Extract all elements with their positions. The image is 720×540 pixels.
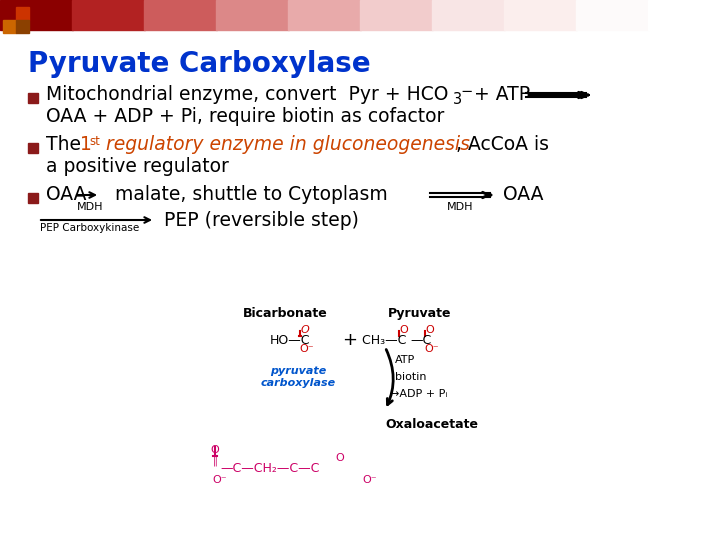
Bar (16, 7, 29, 20)
Bar (288, 0, 361, 30)
Text: MDH: MDH (77, 202, 103, 212)
Text: a positive regulator: a positive regulator (46, 157, 229, 176)
Text: O⁻: O⁻ (300, 344, 315, 354)
Bar (28, 143, 38, 153)
Text: OAA + ADP + Pi, require biotin as cofactor: OAA + ADP + Pi, require biotin as cofact… (46, 107, 444, 126)
Text: MDH: MDH (446, 202, 473, 212)
Bar (28, 193, 38, 203)
Text: 1: 1 (80, 135, 92, 154)
Text: O: O (211, 445, 220, 455)
Text: PEP Carboxykinase: PEP Carboxykinase (40, 223, 140, 233)
Text: O: O (336, 453, 344, 463)
Bar (16, 20, 29, 33)
Text: Pyruvate: Pyruvate (388, 307, 451, 320)
Text: O: O (400, 325, 408, 335)
Text: O⁻: O⁻ (212, 475, 228, 485)
Bar (144, 0, 217, 30)
Text: O: O (426, 325, 434, 335)
Text: O⁻: O⁻ (425, 344, 439, 354)
Bar (0, 0, 73, 30)
Text: malate, shuttle to Cytoplasm: malate, shuttle to Cytoplasm (103, 185, 388, 204)
Bar (216, 0, 289, 30)
Text: Pyruvate Carboxylase: Pyruvate Carboxylase (28, 50, 371, 78)
Text: ‖: ‖ (212, 456, 217, 466)
Bar (28, 93, 38, 103)
Text: Mitochondrial enzyme, convert  Pyr + HCO: Mitochondrial enzyme, convert Pyr + HCO (46, 85, 449, 104)
Text: O: O (301, 325, 310, 335)
Text: OAA: OAA (46, 185, 86, 204)
Text: + ATP: + ATP (468, 85, 530, 104)
Text: biotin: biotin (395, 372, 426, 382)
Bar (576, 0, 649, 30)
Text: Oxaloacetate: Oxaloacetate (385, 418, 478, 431)
Text: , AcCoA is: , AcCoA is (456, 135, 549, 154)
Text: O⁻: O⁻ (363, 475, 377, 485)
Bar (72, 0, 145, 30)
Text: —C—CH₂—C—C: —C—CH₂—C—C (220, 462, 320, 475)
Text: +: + (343, 331, 358, 349)
Text: −: − (460, 84, 472, 99)
Text: pyruvate
carboxylase: pyruvate carboxylase (261, 366, 336, 388)
Bar (504, 0, 577, 30)
Text: →ADP + Pᵢ: →ADP + Pᵢ (390, 389, 447, 399)
Text: regulatory enzyme in gluconeogenesis: regulatory enzyme in gluconeogenesis (100, 135, 470, 154)
Text: st: st (89, 135, 100, 148)
Text: OAA: OAA (497, 185, 544, 204)
Text: —C: —C (410, 334, 431, 347)
Text: 3: 3 (453, 92, 462, 107)
Text: Bicarbonate: Bicarbonate (243, 307, 328, 320)
Text: HO—C: HO—C (270, 334, 310, 347)
Text: CH₃—C: CH₃—C (358, 334, 406, 347)
Text: The: The (46, 135, 87, 154)
Text: PEP (reversible step): PEP (reversible step) (158, 211, 359, 229)
Text: ATP: ATP (395, 355, 415, 365)
Bar (648, 0, 720, 30)
Bar (360, 0, 433, 30)
Bar (3, 20, 16, 33)
Bar (432, 0, 505, 30)
Bar (3, 7, 16, 20)
